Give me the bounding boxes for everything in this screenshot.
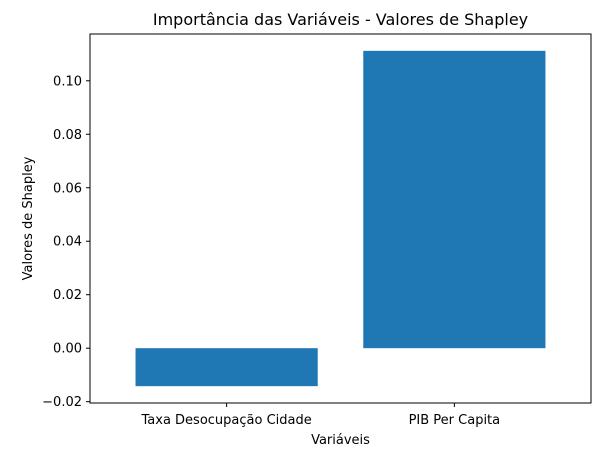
bars-group [135, 50, 546, 387]
y-tick-label: 0.04 [53, 235, 82, 250]
chart-title: Importância das Variáveis - Valores de S… [153, 10, 528, 29]
y-tick-label: 0.10 [53, 74, 82, 89]
y-tick-label: −0.02 [42, 395, 82, 410]
plot-area: −0.02 0.00 0.02 0.04 0.06 0.08 0.10 Taxa Desoc… [42, 33, 592, 428]
plot-frame [89, 33, 592, 404]
bar-0 [135, 348, 318, 387]
y-tick-label: 0.00 [53, 342, 82, 357]
x-axis: Taxa Desocupação Cidade PIB Per Capita [141, 403, 501, 428]
y-tick-label: 0.02 [53, 288, 82, 303]
y-tick-label: 0.08 [53, 128, 82, 143]
y-tick-label: 0.06 [53, 181, 82, 196]
bar-1 [363, 50, 546, 349]
y-axis-label: Valores de Shapley [21, 156, 36, 280]
x-axis-label: Variáveis [311, 433, 370, 448]
y-axis: −0.02 0.00 0.02 0.04 0.06 0.08 0.10 [42, 74, 90, 410]
x-tick-label: Taxa Desocupação Cidade [141, 413, 312, 428]
x-tick-label: PIB Per Capita [409, 413, 501, 428]
